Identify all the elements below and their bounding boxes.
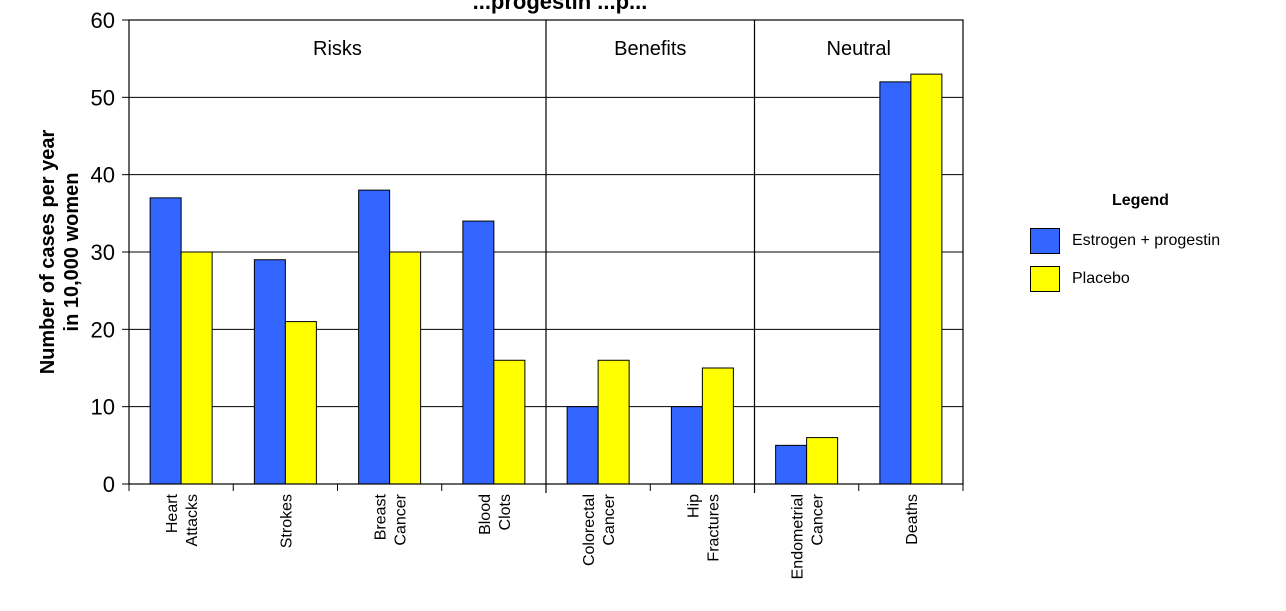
y-axis-title-line1: Number of cases per year	[37, 130, 59, 375]
group-label-benefits: Benefits	[614, 38, 686, 60]
x-category-label-2-0: Breast	[373, 493, 390, 540]
bar-placebo-5	[701, 367, 734, 485]
x-category-label-5-0: Hip	[685, 494, 702, 518]
legend-title: Legend	[1112, 192, 1169, 209]
bar-estrogen-0	[149, 197, 182, 485]
x-category-label-0-1: Attacks	[184, 494, 201, 546]
x-category-label-1-0: Strokes	[278, 494, 295, 548]
bar-estrogen-6	[775, 444, 808, 485]
bar-placebo-7	[910, 73, 943, 485]
x-category-label-6-1: Cancer	[810, 493, 827, 545]
bar-placebo-2	[389, 251, 422, 485]
y-tick-label-40: 40	[91, 163, 115, 188]
legend-item-placebo: Placebo	[1030, 260, 1280, 298]
legend-label-estrogen: Estrogen + progestin	[1072, 232, 1221, 249]
bar-placebo-4	[597, 359, 630, 485]
legend: Legend Estrogen + progestin Placebo	[1030, 192, 1280, 298]
y-tick-label-10: 10	[91, 395, 115, 420]
bar-placebo-0	[180, 251, 213, 485]
legend-swatch-estrogen	[1030, 228, 1060, 254]
bar-estrogen-4	[566, 406, 599, 485]
legend-item-estrogen: Estrogen + progestin	[1030, 222, 1280, 260]
bar-estrogen-2	[358, 189, 391, 485]
x-category-label-4-0: Colorectal	[581, 494, 598, 566]
x-category-label-0-0: Heart	[164, 493, 181, 533]
y-axis-title-line2: in 10,000 women	[61, 173, 83, 332]
y-tick-label-20: 20	[91, 317, 115, 342]
x-category-label-6-0: Endometrial	[790, 494, 807, 579]
bar-estrogen-7	[879, 81, 912, 485]
legend-swatch-placebo	[1030, 266, 1060, 292]
legend-label-placebo: Placebo	[1072, 270, 1130, 287]
y-tick-label-60: 60	[91, 8, 115, 33]
x-category-label-7-0: Deaths	[904, 494, 921, 545]
x-category-label-2-1: Cancer	[393, 493, 410, 545]
bar-estrogen-3	[462, 220, 495, 485]
x-category-label-3-0: Blood	[477, 494, 494, 535]
group-label-neutral: Neutral	[827, 38, 891, 60]
bar-placebo-6	[806, 437, 839, 485]
bar-estrogen-1	[253, 259, 286, 485]
y-tick-label-50: 50	[91, 85, 115, 110]
bar-estrogen-5	[670, 406, 703, 485]
x-category-label-4-1: Cancer	[601, 493, 618, 545]
group-label-risks: Risks	[313, 38, 362, 60]
y-tick-label-30: 30	[91, 240, 115, 265]
x-category-label-3-1: Clots	[497, 494, 514, 530]
x-category-label-5-1: Fractures	[705, 494, 722, 562]
chart-title: ...progestin ...p...	[473, 0, 648, 14]
bar-placebo-1	[284, 321, 317, 485]
y-tick-label-0: 0	[103, 472, 115, 497]
bar-placebo-3	[493, 359, 526, 485]
